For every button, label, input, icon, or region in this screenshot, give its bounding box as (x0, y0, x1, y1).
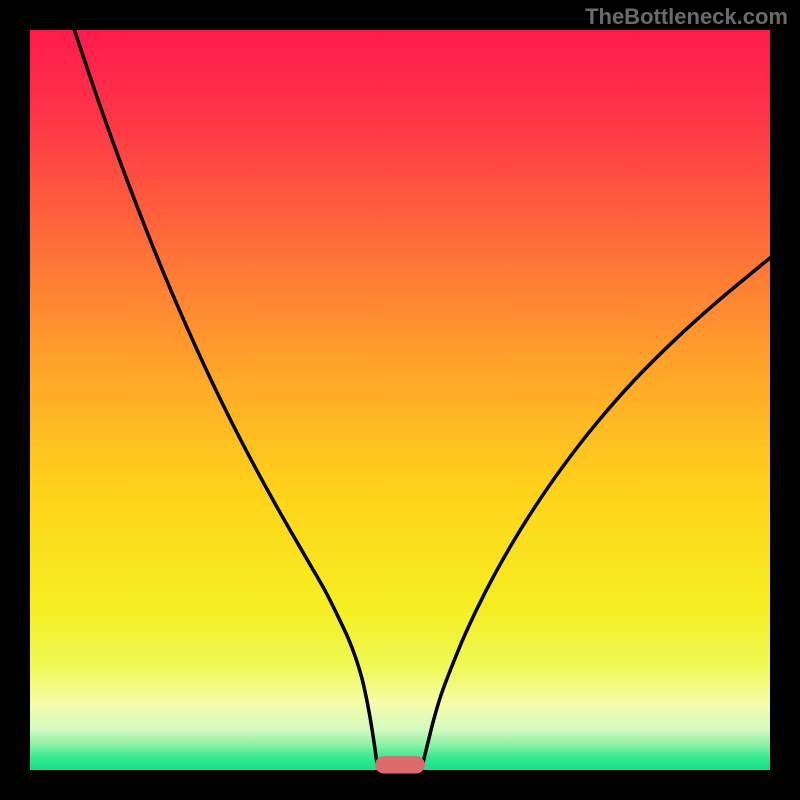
bottleneck-chart (0, 0, 800, 800)
chart-container: { "watermark": { "text": "TheBottleneck.… (0, 0, 800, 800)
plot-background (30, 30, 770, 770)
watermark-text: TheBottleneck.com (585, 4, 788, 30)
threshold-marker (376, 757, 425, 773)
